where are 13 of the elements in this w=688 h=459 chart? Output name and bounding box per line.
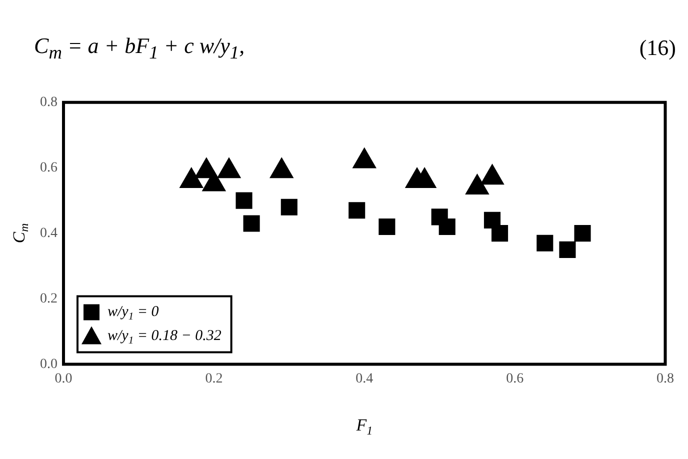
y-tick-label: 0.2: [40, 291, 58, 306]
y-tick-label: 0.4: [40, 226, 58, 241]
x-tick-label: 0.6: [506, 371, 524, 386]
y-tick-label: 0.0: [40, 356, 58, 372]
y-tick-label: 0.8: [40, 95, 58, 110]
text: C$_{m}$ = a + bF$_{1}$ + c w/y$_{1}$,: [34, 32, 245, 64]
x-tick-label: 0.8: [656, 371, 674, 386]
y-axis-title: Cm: [9, 222, 32, 244]
y-tick-label: 0.6: [40, 160, 58, 176]
text: (16): [639, 35, 676, 61]
x-tick-label: 0.4: [356, 371, 374, 386]
x-tick-label: 0.2: [205, 371, 223, 386]
x-tick-label: 0.0: [54, 371, 72, 386]
